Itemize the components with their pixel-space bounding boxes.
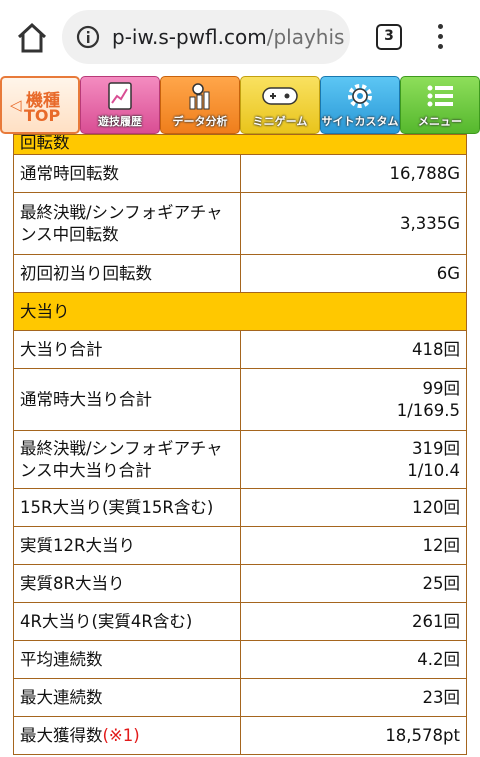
row-value-multi: 99回 1/169.5 <box>239 368 467 431</box>
table-row: 通常時大当り合計 99回 1/169.5 <box>13 368 467 431</box>
table-row: 最大獲得数(※1) 18,578pt <box>13 716 467 755</box>
row-label: 実質8R大当り <box>13 564 241 603</box>
row-value: 4.2回 <box>239 640 467 679</box>
row-label: 最大連続数 <box>13 678 241 717</box>
play-data-table: 回転数 通常時回転数 16,788G 最終決戦/シンフォギアチャンス中回転数 3… <box>13 134 467 755</box>
section-header-spins: 回転数 <box>13 134 467 155</box>
table-row: 平均連続数 4.2回 <box>13 640 467 679</box>
row-label: 通常時大当り合計 <box>13 368 241 431</box>
nav-top-label-2: TOP <box>24 106 61 125</box>
row-label: 初回初当り回転数 <box>13 254 241 293</box>
row-value: 18,578pt <box>239 716 467 755</box>
table-row: 15R大当り(実質15R含む) 120回 <box>13 488 467 527</box>
table-row: 最大連続数 23回 <box>13 678 467 717</box>
row-value: 23回 <box>239 678 467 717</box>
row-label: 15R大当り(実質15R含む) <box>13 488 241 527</box>
url-text: p-iw.s-pwfl.com/playhis <box>112 24 344 50</box>
row-value: 418回 <box>239 330 467 369</box>
nav-data-button[interactable]: データ分析 <box>160 76 240 134</box>
back-arrow-icon: ◁ <box>10 96 22 114</box>
table-row: 4R大当り(実質4R含む) 261回 <box>13 602 467 641</box>
footnote-link[interactable]: (※1) <box>102 725 140 745</box>
row-label: 最終決戦/シンフォギアチャンス中回転数 <box>13 192 241 255</box>
row-value: 16,788G <box>239 154 467 193</box>
row-value: 6G <box>239 254 467 293</box>
url-host: p-iw.s-pwfl.com <box>112 25 267 49</box>
main-nav: ◁ 機種 TOP 遊技履歴 データ分析 ミニゲーム サイ <box>0 76 480 134</box>
table-row: 初回初当り回転数 6G <box>13 254 467 293</box>
table-row: 最終決戦/シンフォギアチャンス中回転数 3,335G <box>13 192 467 255</box>
nav-history-button[interactable]: 遊技履歴 <box>80 76 160 134</box>
table-row: 実質12R大当り 12回 <box>13 526 467 565</box>
nav-menu-button[interactable]: メニュー <box>400 76 480 134</box>
row-probability: 1/10.4 <box>407 460 460 480</box>
browser-toolbar: p-iw.s-pwfl.com/playhis 3 <box>0 0 480 76</box>
nav-minigame-label: ミニゲーム <box>252 115 308 128</box>
home-icon[interactable] <box>14 20 50 56</box>
row-label: 実質12R大当り <box>13 526 241 565</box>
row-label: 最終決戦/シンフォギアチャンス中大当り合計 <box>13 430 241 489</box>
nav-data-label: データ分析 <box>172 115 228 128</box>
nav-site-custom-button[interactable]: サイトカスタム <box>320 76 400 134</box>
nav-site-custom-label: サイトカスタム <box>321 115 399 128</box>
nav-menu-label: メニュー <box>418 115 462 128</box>
section-title-hits: 大当り <box>20 301 70 321</box>
row-label: 最大獲得数 <box>20 725 103 745</box>
gear-icon <box>348 84 372 108</box>
row-value: 3,335G <box>239 192 467 255</box>
section-header-hits: 大当り <box>13 292 467 331</box>
row-value: 25回 <box>239 564 467 603</box>
row-label: 通常時回転数 <box>13 154 241 193</box>
nav-minigame-button[interactable]: ミニゲーム <box>240 76 320 134</box>
nav-history-label: 遊技履歴 <box>98 115 142 128</box>
table-row: 実質8R大当り 25回 <box>13 564 467 603</box>
row-value: 12回 <box>239 526 467 565</box>
address-bar[interactable]: p-iw.s-pwfl.com/playhis <box>62 10 350 64</box>
gamepad-icon <box>262 87 298 105</box>
row-value-multi: 319回 1/10.4 <box>239 430 467 489</box>
table-row: 最終決戦/シンフォギアチャンス中大当り合計 319回 1/10.4 <box>13 430 467 489</box>
row-label: 大当り合計 <box>13 330 241 369</box>
nav-top-label-1: 機種 <box>26 91 60 111</box>
row-value: 261回 <box>239 602 467 641</box>
row-label: 平均連続数 <box>13 640 241 679</box>
more-options-icon[interactable] <box>430 24 450 52</box>
list-menu-icon <box>427 85 453 107</box>
info-icon[interactable] <box>76 25 100 49</box>
tab-switcher-button[interactable]: 3 <box>376 24 402 50</box>
row-value: 319回 <box>412 438 460 458</box>
section-title-spins: 回転数 <box>20 134 70 152</box>
url-path: /playhis <box>266 25 344 49</box>
row-value: 99回 <box>422 378 461 398</box>
nav-model-top-button[interactable]: ◁ 機種 TOP <box>0 76 80 134</box>
bar-chart-icon <box>189 83 210 110</box>
row-probability: 1/169.5 <box>396 400 460 420</box>
chart-document-icon <box>108 82 132 110</box>
table-row: 通常時回転数 16,788G <box>13 154 467 193</box>
row-label: 4R大当り(実質4R含む) <box>13 602 241 641</box>
row-value: 120回 <box>239 488 467 527</box>
table-row: 大当り合計 418回 <box>13 330 467 369</box>
row-label-with-note: 最大獲得数(※1) <box>13 716 241 755</box>
